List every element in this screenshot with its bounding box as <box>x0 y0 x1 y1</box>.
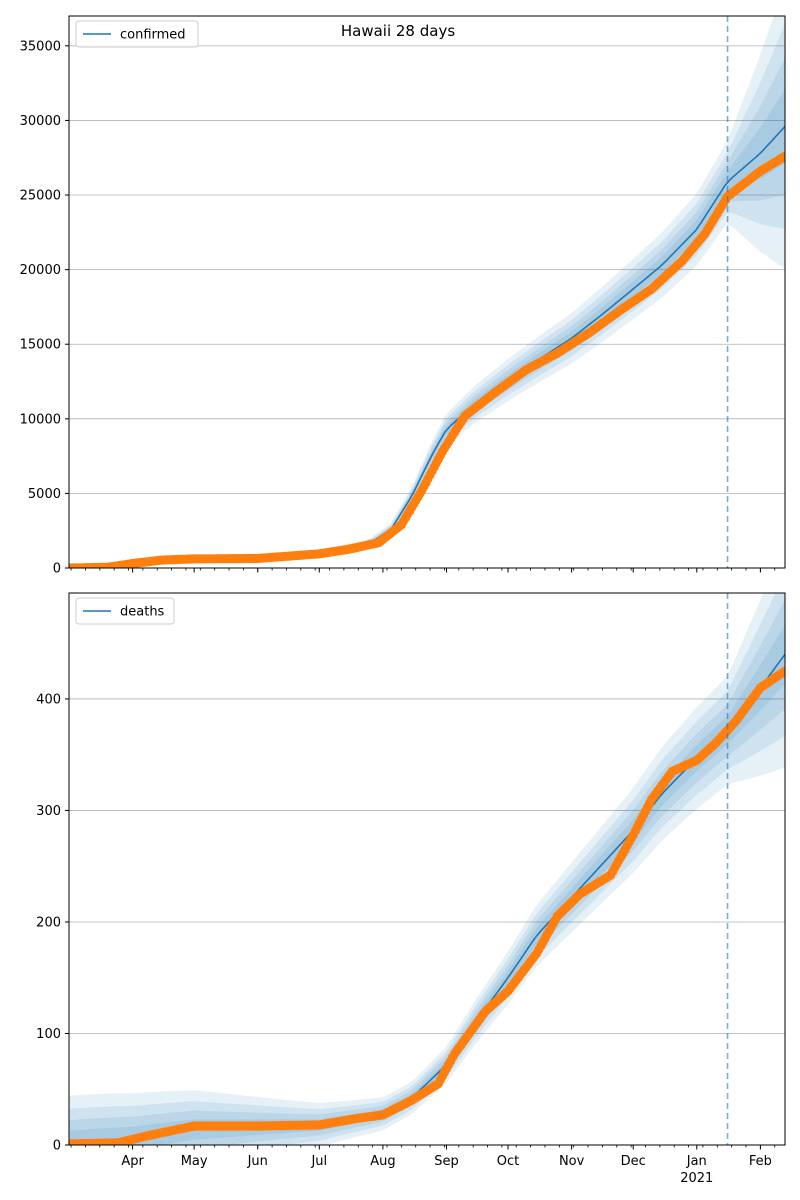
uncertainty-bands <box>69 593 785 1145</box>
y-tick-label: 35000 <box>20 39 61 54</box>
y-tick-label: 5000 <box>28 487 61 502</box>
legend-label: confirmed <box>120 28 186 43</box>
y-tick-label: 25000 <box>20 189 61 204</box>
observed-point <box>780 151 785 161</box>
uncertainty-band <box>69 593 785 1145</box>
axes-frame <box>68 15 786 569</box>
y-tick-label: 10000 <box>20 412 61 427</box>
legend-box <box>75 597 175 625</box>
y-tick-label: 0 <box>53 562 61 577</box>
x-tick-label: Feb <box>749 1154 772 1169</box>
y-tick-label: 0 <box>53 1139 61 1154</box>
x-tick-label: May <box>181 1154 208 1169</box>
x-tick-label: Oct <box>497 1154 519 1169</box>
deaths-chart: 0 100 200 300 400 Apr May Jun Jul Aug Sep Oct Nov Dec… <box>36 592 786 1186</box>
y-tick-label: 300 <box>36 804 61 819</box>
observed-points <box>69 151 785 568</box>
x-tick-label: Jul <box>310 1154 327 1169</box>
x-year-label: 2021 <box>680 1171 713 1186</box>
uncertainty-band <box>69 593 785 1145</box>
x-tick-label: Dec <box>621 1154 646 1169</box>
x-tick-label: Jun <box>247 1154 268 1169</box>
x-tick-label: Nov <box>559 1154 585 1169</box>
uncertainty-band <box>69 58 785 568</box>
y-tick-label: 100 <box>36 1027 61 1042</box>
y-tick-label: 400 <box>36 692 61 707</box>
y-tick-label: 30000 <box>20 114 61 129</box>
uncertainty-band <box>69 89 785 568</box>
y-tick-label: 200 <box>36 915 61 930</box>
x-tick-label: Aug <box>370 1154 395 1169</box>
observed-point <box>780 666 785 676</box>
model-line <box>69 125 785 568</box>
y-tick-label: 20000 <box>20 263 61 278</box>
x-tick-label: Sep <box>434 1154 459 1169</box>
legend-box <box>75 20 199 48</box>
legend-label: deaths <box>120 605 165 620</box>
observed-points <box>69 666 785 1145</box>
y-tick-label: 15000 <box>20 338 61 353</box>
x-tick-label: Jan <box>686 1154 707 1169</box>
figure-title: Hawaii 28 days <box>341 22 455 40</box>
axes-frame <box>68 592 786 1146</box>
legend: deaths <box>75 597 175 625</box>
uncertainty-band <box>69 599 785 1145</box>
confirmed-chart: 0 5000 10000 15000 20000 25000 30000 35000 confi… <box>20 15 786 577</box>
x-tick-label: Apr <box>121 1154 144 1169</box>
legend: confirmed <box>75 20 199 48</box>
